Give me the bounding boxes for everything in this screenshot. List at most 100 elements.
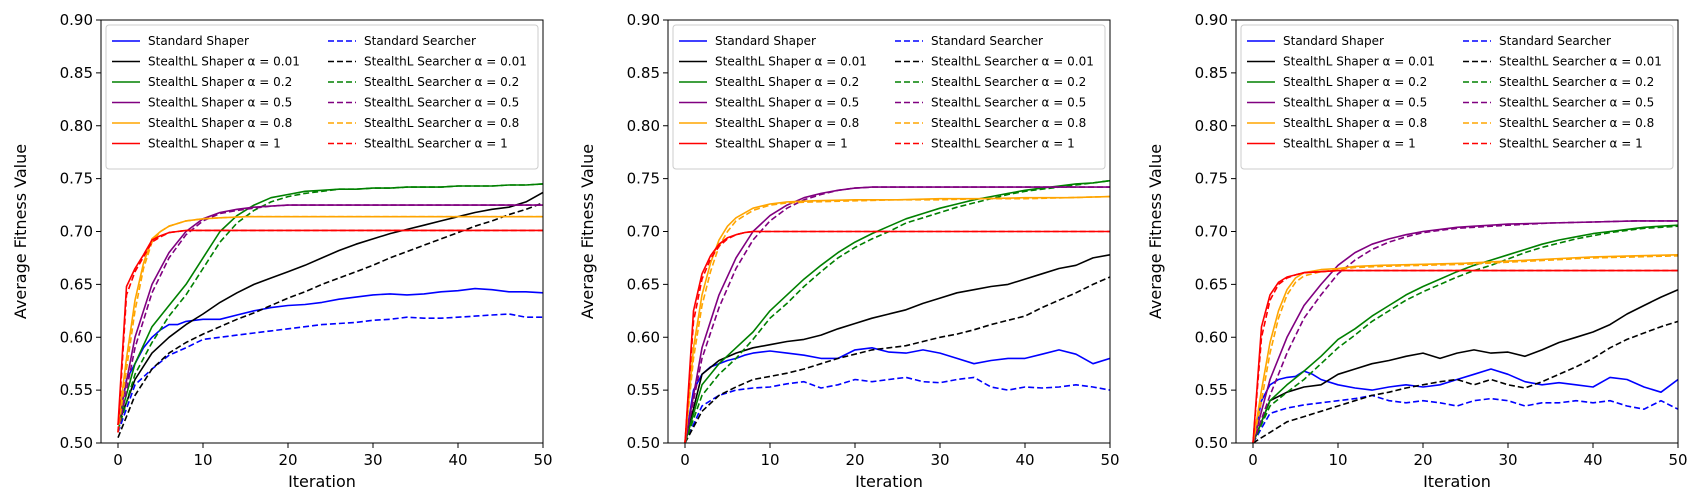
x-tick-label: 40 (1015, 451, 1034, 469)
series-group (684, 179, 1110, 443)
legend-label: StealthL Searcher α = 0.8 (1499, 116, 1654, 130)
series-line-8 (684, 195, 1110, 443)
legend-label: StealthL Searcher α = 0.8 (364, 116, 519, 130)
y-tick-label: 0.75 (1195, 170, 1228, 188)
y-tick-label: 0.70 (60, 223, 93, 241)
y-tick-label: 0.50 (627, 434, 660, 452)
legend-label: StealthL Searcher α = 0.01 (1499, 55, 1662, 69)
y-tick-label: 0.55 (60, 381, 93, 399)
y-tick-label: 0.75 (60, 170, 93, 188)
y-tick-label: 0.65 (60, 275, 93, 293)
series-line-2 (684, 254, 1110, 443)
x-tick-label: 20 (845, 451, 864, 469)
series-line-9 (1252, 255, 1678, 443)
series-line-0 (1252, 368, 1678, 443)
series-line-3 (684, 276, 1110, 443)
y-tick-label: 0.90 (627, 11, 660, 29)
legend-label: StealthL Searcher α = 0.2 (1499, 75, 1654, 89)
series-line-3 (1252, 320, 1678, 443)
series-line-0 (684, 346, 1110, 443)
x-tick-label: 10 (760, 451, 779, 469)
y-tick-label: 0.65 (627, 275, 660, 293)
y-tick-label: 0.70 (627, 223, 660, 241)
series-line-8 (117, 215, 543, 426)
series-line-10 (1252, 269, 1678, 443)
legend-label: StealthL Searcher α = 0.01 (931, 55, 1094, 69)
legend-label: StealthL Searcher α = 0.5 (364, 96, 519, 110)
legend-label: StealthL Shaper α = 0.2 (148, 75, 292, 89)
series-line-8 (1252, 254, 1678, 443)
legend-label: StealthL Searcher α = 1 (364, 137, 508, 151)
legend-label: StealthL Shaper α = 0.2 (1283, 75, 1427, 89)
x-tick-label: 10 (193, 451, 212, 469)
series-line-7 (684, 186, 1110, 443)
legend-box (672, 24, 1106, 170)
series-line-10 (684, 230, 1110, 443)
x-tick-label: 0 (113, 451, 123, 469)
series-line-9 (684, 195, 1110, 443)
legend-label: StealthL Shaper α = 0.8 (715, 116, 859, 130)
series-line-5 (684, 179, 1110, 443)
y-tick-label: 0.55 (627, 381, 660, 399)
y-tick-label: 0.65 (1195, 275, 1228, 293)
y-tick-label: 0.60 (60, 328, 93, 346)
series-line-5 (117, 183, 543, 431)
legend-label: StealthL Shaper α = 0.5 (715, 96, 859, 110)
x-tick-label: 50 (1100, 451, 1119, 469)
y-tick-label: 0.80 (60, 117, 93, 135)
series-line-2 (1252, 288, 1678, 443)
y-axis-label: Average Fitness Value (11, 144, 30, 319)
y-tick-label: 0.70 (1195, 223, 1228, 241)
x-axis-label: Iteration (855, 472, 923, 491)
series-line-4 (684, 179, 1110, 443)
legend-label: Standard Searcher (1499, 34, 1611, 48)
x-tick-label: 20 (1413, 451, 1432, 469)
series-line-3 (117, 202, 543, 438)
y-tick-label: 0.85 (60, 64, 93, 82)
series-line-7 (117, 204, 543, 433)
legend-label: Standard Shaper (715, 34, 816, 48)
y-axis-label: Average Fitness Value (578, 144, 597, 319)
series-line-7 (1252, 220, 1678, 443)
x-tick-label: 20 (278, 451, 297, 469)
y-tick-label: 0.80 (627, 117, 660, 135)
legend-label: Standard Searcher (364, 34, 476, 48)
x-tick-label: 0 (1248, 451, 1258, 469)
series-line-6 (684, 186, 1110, 443)
legend-label: Standard Searcher (931, 34, 1043, 48)
legend: Standard Shaper StealthL Shaper α = 0.01 S… (1240, 24, 1674, 170)
y-tick-label: 0.90 (60, 11, 93, 29)
legend-label: StealthL Searcher α = 0.01 (364, 55, 527, 69)
series-line-11 (1252, 269, 1678, 443)
x-tick-label: 30 (930, 451, 949, 469)
series-line-1 (684, 376, 1110, 443)
series-line-4 (117, 183, 543, 426)
series-group (1252, 220, 1678, 443)
x-tick-label: 30 (1498, 451, 1517, 469)
x-tick-label: 30 (363, 451, 382, 469)
legend-label: Standard Shaper (148, 34, 249, 48)
series-line-2 (117, 191, 543, 426)
series-line-4 (1252, 224, 1678, 443)
y-tick-label: 0.85 (627, 64, 660, 82)
y-tick-label: 0.60 (627, 328, 660, 346)
y-tick-label: 0.90 (1195, 11, 1228, 29)
series-group (117, 183, 543, 438)
legend-label: StealthL Shaper α = 0.01 (148, 55, 300, 69)
legend-label: StealthL Searcher α = 0.8 (931, 116, 1086, 130)
legend-box (105, 24, 539, 170)
legend-label: StealthL Shaper α = 0.2 (715, 75, 859, 89)
legend-box (1240, 24, 1674, 170)
x-tick-label: 50 (1668, 451, 1687, 469)
legend-label: StealthL Shaper α = 0.8 (148, 116, 292, 130)
legend-label: StealthL Searcher α = 0.5 (1499, 96, 1654, 110)
y-tick-label: 0.50 (1195, 434, 1228, 452)
legend: Standard Shaper StealthL Shaper α = 0.01 S… (672, 24, 1106, 170)
chart-panel-left: 0.50 0.55 0.60 0.65 0.70 0.75 0.80 0.85 0.90 0 10 2… (11, 11, 553, 491)
legend-label: Standard Shaper (1283, 34, 1384, 48)
series-line-11 (684, 230, 1110, 443)
x-tick-label: 50 (533, 451, 552, 469)
legend-label: StealthL Shaper α = 0.5 (1283, 96, 1427, 110)
legend-label: StealthL Searcher α = 0.2 (931, 75, 1086, 89)
